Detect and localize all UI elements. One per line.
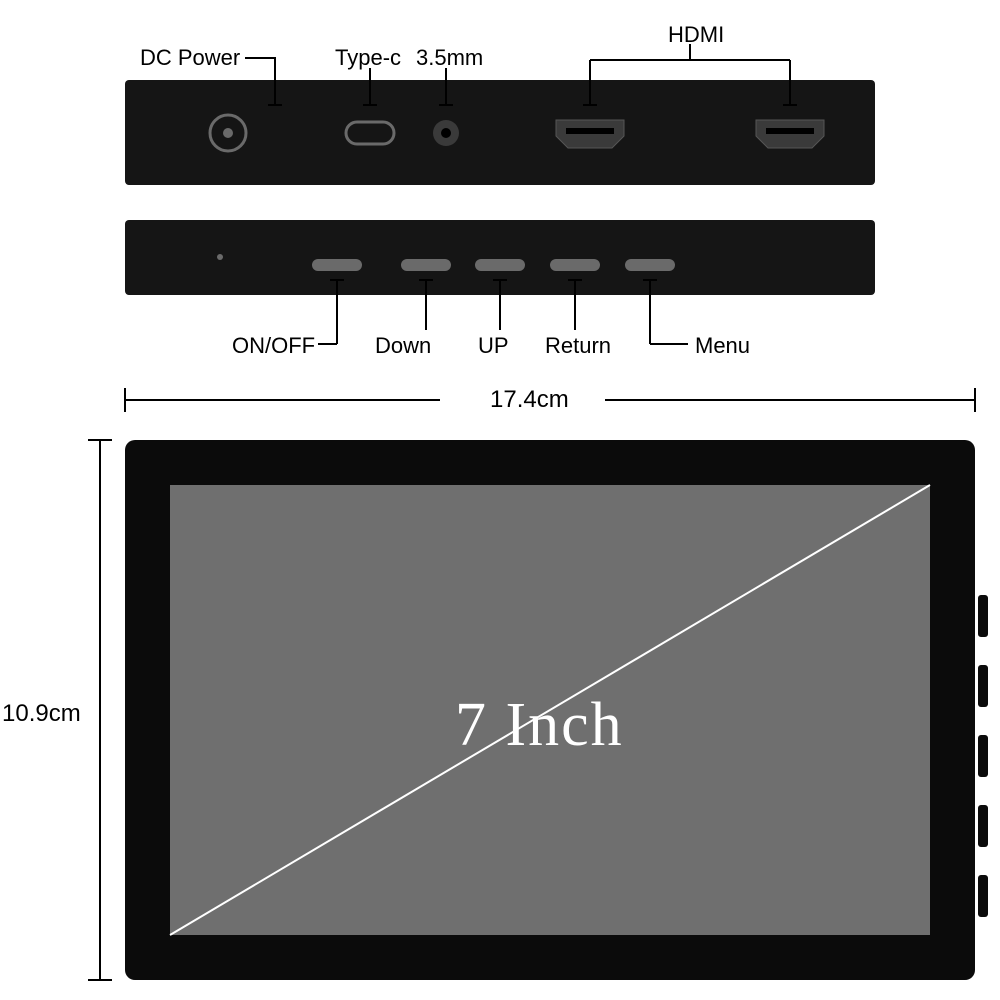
screen-size-label: 7 Inch	[455, 690, 624, 761]
diagram-stage: DC Power Type-c 3.5mm HDMI	[0, 0, 1000, 1000]
screen-diagonal-line	[0, 0, 1000, 1000]
